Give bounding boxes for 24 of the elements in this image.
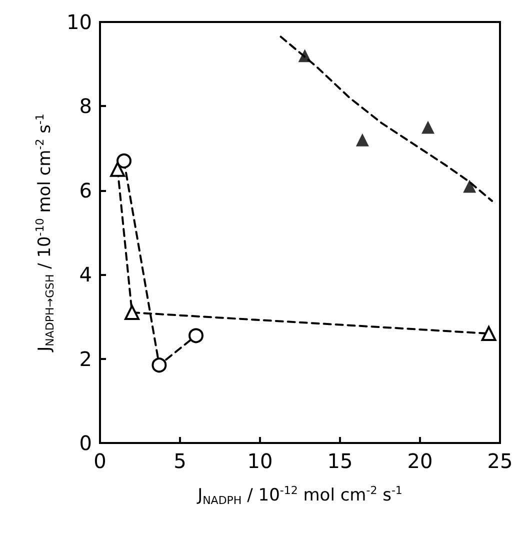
point: [124, 304, 140, 320]
line-series: [280, 36, 493, 202]
x-tick-label: 20: [407, 449, 433, 473]
y-tick-label: 8: [79, 94, 92, 118]
point: [152, 358, 167, 373]
point: [422, 120, 434, 134]
y-tick-label: 6: [79, 178, 92, 202]
x-tick-label: 10: [247, 449, 273, 473]
x-tick-label: 5: [174, 449, 186, 473]
point: [188, 328, 204, 344]
y-axis-title: JNADPH→GSH / 10-10 mol cm-2 s-1: [34, 114, 57, 352]
point: [481, 326, 496, 342]
y-tick-label: 2: [79, 346, 92, 371]
point: [356, 133, 369, 146]
y-tick-label: 0: [79, 431, 92, 455]
y-tick-label: 4: [79, 262, 92, 287]
point: [116, 153, 132, 168]
x-tick-label: 0: [94, 449, 106, 473]
y-tick-label: 10: [66, 10, 92, 34]
point: [463, 180, 476, 193]
x-tick-label: 25: [487, 449, 513, 473]
point: [110, 162, 126, 177]
x-tick-label: 15: [327, 449, 353, 473]
point: [298, 49, 312, 62]
